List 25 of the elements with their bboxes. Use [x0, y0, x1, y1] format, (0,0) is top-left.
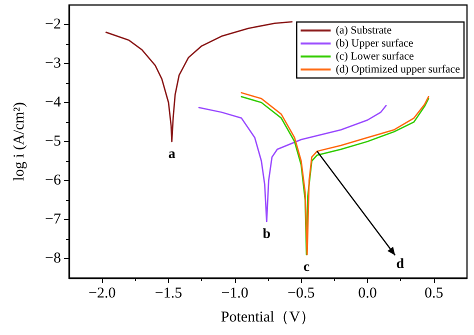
- legend-label: (c) Lower surface: [336, 50, 414, 62]
- x-tick-label: −1.5: [154, 286, 182, 302]
- y-tick-label: −7: [45, 212, 62, 228]
- x-tick-label: 0.5: [424, 286, 444, 302]
- legend-label: (b) Upper surface: [336, 38, 414, 50]
- y-tick-label: −6: [45, 172, 62, 188]
- annotation: a: [168, 147, 176, 162]
- annotation: c: [303, 260, 310, 276]
- x-tick-label: −2.0: [88, 286, 116, 302]
- x-tick-label: 0.0: [358, 286, 377, 302]
- line-series: [105, 21, 293, 142]
- y-axis-title: log i (A/cm²): [12, 102, 28, 181]
- annotation: b: [262, 226, 271, 242]
- x-tick-label: −0.5: [288, 286, 315, 302]
- annotation: d: [396, 256, 404, 272]
- y-tick-label: −8: [45, 250, 61, 266]
- x-axis-title: Potential（V）: [220, 310, 316, 326]
- legend-label: (a) Substrate: [336, 24, 392, 36]
- line-series: [198, 104, 387, 222]
- legend-label: (d) Optimized upper surface: [336, 64, 460, 76]
- y-tick-label: −5: [45, 134, 61, 150]
- x-tick-label: −1.0: [221, 286, 248, 302]
- y-tick-label: −2: [45, 16, 61, 32]
- y-tick-label: −3: [45, 56, 61, 72]
- y-tick-label: −4: [45, 94, 62, 110]
